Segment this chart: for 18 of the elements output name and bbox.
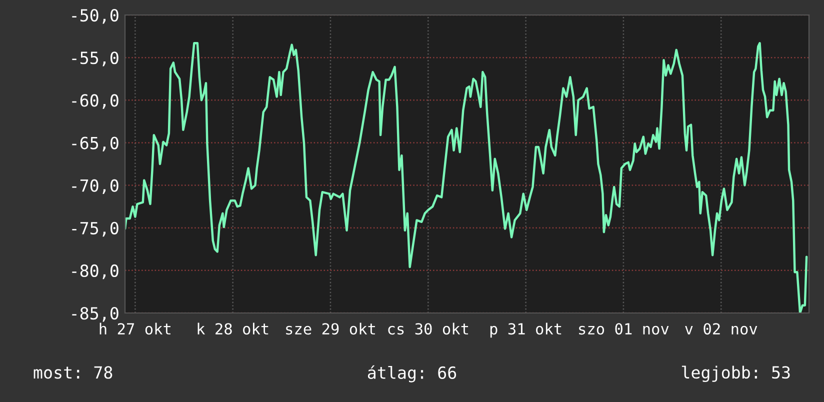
- text: legjobb: 53: [682, 366, 790, 382]
- y-tick-label: -60,0: [72, 94, 118, 109]
- x-tick-label: cs 30 okt: [388, 322, 468, 335]
- y-tick-label: -75,0: [72, 222, 118, 237]
- y-tick-label: -85,0: [72, 307, 118, 322]
- y-tick-label: -55,0: [72, 52, 118, 66]
- x-tick-label: v 02 nov: [685, 323, 758, 335]
- text: átlag: 66: [368, 365, 456, 382]
- x-tick-label: h 27 okt: [100, 322, 170, 335]
- y-tick-label: -80,0: [72, 264, 118, 280]
- x-tick-label: k 28 okt: [198, 322, 268, 335]
- y-tick-label: -50,0: [72, 9, 118, 24]
- x-tick-label: sze 29 okt: [286, 322, 375, 335]
- y-tick-label: -70,0: [72, 179, 118, 194]
- x-tick-label: szo 01 nov: [579, 323, 669, 335]
- text: most: 78: [34, 366, 112, 379]
- x-tick-label: p 31 okt: [490, 322, 562, 338]
- y-tick-label: -65,0: [72, 136, 118, 152]
